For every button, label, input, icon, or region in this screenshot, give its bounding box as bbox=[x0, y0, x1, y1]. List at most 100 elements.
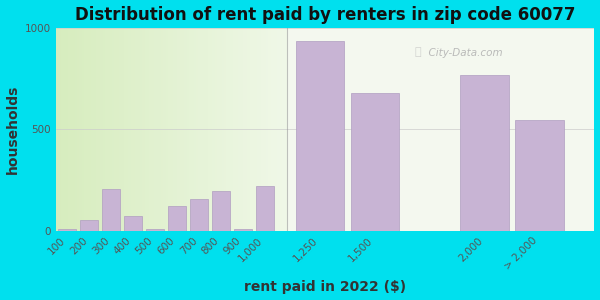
Bar bbox=[136, 28, 137, 231]
Bar bbox=[226, 28, 229, 231]
Bar bbox=[77, 28, 79, 231]
Bar bbox=[65, 28, 68, 231]
Bar bbox=[63, 28, 65, 231]
Bar bbox=[247, 28, 250, 231]
Bar bbox=[179, 28, 182, 231]
Title: Distribution of rent paid by renters in zip code 60077: Distribution of rent paid by renters in … bbox=[75, 6, 575, 24]
Bar bbox=[254, 28, 257, 231]
Bar bbox=[177, 28, 179, 231]
Bar bbox=[102, 189, 120, 231]
Bar bbox=[196, 28, 198, 231]
Bar bbox=[157, 28, 158, 231]
Bar bbox=[175, 28, 177, 231]
Bar bbox=[58, 28, 61, 231]
Bar bbox=[277, 28, 280, 231]
Bar bbox=[98, 28, 100, 231]
Bar bbox=[91, 28, 94, 231]
Bar bbox=[112, 28, 115, 231]
Bar bbox=[80, 220, 98, 231]
Bar bbox=[107, 28, 110, 231]
Bar bbox=[268, 28, 271, 231]
Bar bbox=[203, 28, 205, 231]
Bar bbox=[189, 28, 191, 231]
Bar bbox=[252, 28, 254, 231]
Bar bbox=[115, 28, 116, 231]
Bar bbox=[79, 28, 82, 231]
Bar bbox=[194, 28, 196, 231]
Bar bbox=[103, 28, 105, 231]
Text: 🌐: 🌐 bbox=[414, 47, 421, 57]
Bar bbox=[158, 28, 161, 231]
Bar bbox=[121, 28, 124, 231]
Bar bbox=[271, 28, 273, 231]
Bar bbox=[119, 28, 121, 231]
Bar bbox=[166, 28, 168, 231]
Bar bbox=[68, 28, 70, 231]
Bar bbox=[142, 28, 145, 231]
Bar bbox=[163, 28, 166, 231]
Bar bbox=[284, 28, 287, 231]
Bar bbox=[124, 216, 142, 231]
Bar bbox=[56, 28, 58, 231]
Bar bbox=[86, 28, 89, 231]
Bar bbox=[250, 28, 252, 231]
X-axis label: rent paid in 2022 ($): rent paid in 2022 ($) bbox=[244, 280, 406, 294]
Bar bbox=[350, 93, 399, 231]
Bar bbox=[173, 28, 175, 231]
Bar bbox=[245, 28, 247, 231]
Bar bbox=[190, 200, 208, 231]
Bar bbox=[61, 28, 63, 231]
Bar bbox=[259, 28, 261, 231]
Bar bbox=[282, 28, 284, 231]
Bar bbox=[238, 28, 240, 231]
Bar bbox=[168, 206, 186, 231]
Bar bbox=[287, 28, 595, 231]
Bar bbox=[234, 229, 251, 231]
Bar bbox=[140, 28, 142, 231]
Y-axis label: households: households bbox=[5, 85, 20, 174]
Bar bbox=[229, 28, 231, 231]
Bar bbox=[154, 28, 157, 231]
Bar bbox=[116, 28, 119, 231]
Bar bbox=[161, 28, 163, 231]
Bar bbox=[236, 28, 238, 231]
Bar bbox=[242, 28, 245, 231]
Bar bbox=[170, 28, 173, 231]
Bar bbox=[84, 28, 86, 231]
Bar bbox=[124, 28, 126, 231]
Bar bbox=[210, 28, 212, 231]
Text: City-Data.com: City-Data.com bbox=[422, 48, 503, 58]
Bar bbox=[263, 28, 266, 231]
Bar bbox=[73, 28, 75, 231]
Bar bbox=[137, 28, 140, 231]
Bar bbox=[261, 28, 263, 231]
Bar bbox=[515, 120, 563, 231]
Bar bbox=[198, 28, 200, 231]
Bar bbox=[70, 28, 73, 231]
Bar bbox=[205, 28, 208, 231]
Bar bbox=[187, 28, 189, 231]
Bar bbox=[273, 28, 275, 231]
Bar bbox=[208, 28, 210, 231]
Bar bbox=[182, 28, 184, 231]
Bar bbox=[240, 28, 242, 231]
Bar bbox=[217, 28, 219, 231]
Bar bbox=[200, 28, 203, 231]
Bar bbox=[58, 229, 76, 231]
Bar bbox=[149, 28, 152, 231]
Bar bbox=[219, 28, 221, 231]
Bar bbox=[146, 229, 164, 231]
Bar bbox=[152, 28, 154, 231]
Bar bbox=[94, 28, 96, 231]
Bar bbox=[145, 28, 147, 231]
Bar bbox=[82, 28, 84, 231]
Bar bbox=[256, 186, 274, 231]
Bar bbox=[221, 28, 224, 231]
Bar bbox=[257, 28, 259, 231]
Bar bbox=[105, 28, 107, 231]
Bar bbox=[231, 28, 233, 231]
Bar bbox=[212, 28, 215, 231]
Bar bbox=[133, 28, 136, 231]
Bar bbox=[128, 28, 131, 231]
Bar bbox=[96, 28, 98, 231]
